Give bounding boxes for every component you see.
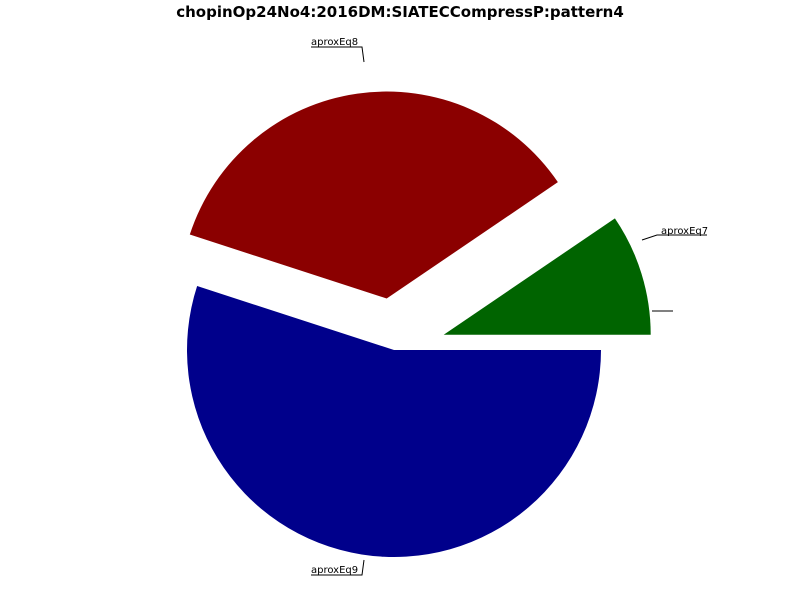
slice-label-aproxEq8: aproxEq8 <box>311 37 358 48</box>
pie-slice-aproxEq8 <box>189 91 558 299</box>
pie-slice-aproxEq7 <box>443 218 651 335</box>
chart-title: chopinOp24No4:2016DM:SIATECCompressP:pat… <box>176 3 624 21</box>
slice-label-aproxEq9: aproxEq9 <box>311 565 358 576</box>
pie-labels: aproxEq7 aproxEq8 aproxEq9 <box>311 37 708 576</box>
pie-slices <box>186 91 651 558</box>
leader-line-aproxEq7 <box>641 234 707 241</box>
pie-slice-aproxEq9 <box>186 286 601 558</box>
leader-line-aproxEq8 <box>311 46 365 63</box>
slice-label-aproxEq7: aproxEq7 <box>661 226 708 237</box>
leader-line-aproxEq9 <box>311 559 365 576</box>
